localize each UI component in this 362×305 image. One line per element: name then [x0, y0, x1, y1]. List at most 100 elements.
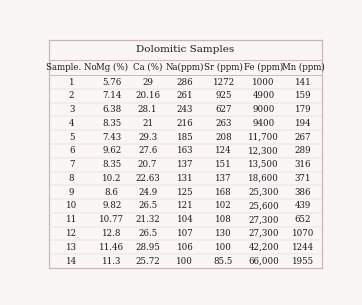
- Text: 194: 194: [295, 119, 311, 128]
- Text: Fe (ppm): Fe (ppm): [244, 63, 283, 72]
- Text: 20.16: 20.16: [135, 91, 160, 100]
- Text: 371: 371: [295, 174, 311, 183]
- Text: 10.77: 10.77: [99, 215, 124, 224]
- Text: 26.5: 26.5: [138, 229, 157, 238]
- Text: 9000: 9000: [252, 105, 275, 114]
- Text: 29: 29: [142, 77, 153, 87]
- Text: 11: 11: [66, 215, 77, 224]
- Text: 9.62: 9.62: [102, 146, 121, 155]
- Text: Sr (ppm): Sr (ppm): [204, 63, 243, 72]
- Text: Mn (ppm): Mn (ppm): [282, 63, 324, 72]
- Text: 627: 627: [215, 105, 232, 114]
- Text: 27,300: 27,300: [248, 229, 279, 238]
- Text: 439: 439: [295, 202, 311, 210]
- Text: 21: 21: [142, 119, 153, 128]
- Text: 25.72: 25.72: [135, 257, 160, 266]
- Text: 8.35: 8.35: [102, 119, 121, 128]
- Text: 12.8: 12.8: [102, 229, 122, 238]
- Text: 9400: 9400: [252, 119, 275, 128]
- Text: 106: 106: [176, 243, 193, 252]
- Text: 208: 208: [215, 133, 232, 142]
- Text: 8: 8: [69, 174, 75, 183]
- Text: 18,600: 18,600: [248, 174, 279, 183]
- Text: 289: 289: [295, 146, 311, 155]
- Text: 7: 7: [69, 160, 75, 169]
- Text: 286: 286: [177, 77, 193, 87]
- Text: 5: 5: [69, 133, 75, 142]
- Text: 1: 1: [69, 77, 75, 87]
- Text: 24.9: 24.9: [138, 188, 157, 197]
- Text: 137: 137: [215, 174, 232, 183]
- Text: 141: 141: [295, 77, 311, 87]
- Text: 267: 267: [295, 133, 311, 142]
- Text: 168: 168: [215, 188, 232, 197]
- Text: 13,500: 13,500: [248, 160, 279, 169]
- Text: 1070: 1070: [292, 229, 314, 238]
- Text: 4: 4: [69, 119, 75, 128]
- Text: 29.3: 29.3: [138, 133, 157, 142]
- Text: 8.6: 8.6: [105, 188, 119, 197]
- Text: 216: 216: [177, 119, 193, 128]
- Text: 179: 179: [295, 105, 311, 114]
- Text: 27.6: 27.6: [138, 146, 157, 155]
- Text: 66,000: 66,000: [248, 257, 279, 266]
- Text: 28.95: 28.95: [135, 243, 160, 252]
- Text: 6: 6: [69, 146, 75, 155]
- Text: 107: 107: [176, 229, 193, 238]
- Text: 25,300: 25,300: [248, 188, 279, 197]
- Text: 11.46: 11.46: [99, 243, 124, 252]
- Text: 10: 10: [66, 202, 77, 210]
- Text: 163: 163: [177, 146, 193, 155]
- Text: 6.38: 6.38: [102, 105, 121, 114]
- Text: 20.7: 20.7: [138, 160, 157, 169]
- Text: 102: 102: [215, 202, 232, 210]
- Text: 243: 243: [177, 105, 193, 114]
- Text: 386: 386: [295, 188, 311, 197]
- Text: 25,600: 25,600: [248, 202, 279, 210]
- Text: 12,300: 12,300: [248, 146, 279, 155]
- Text: 121: 121: [176, 202, 193, 210]
- Text: 137: 137: [177, 160, 193, 169]
- Text: 151: 151: [215, 160, 232, 169]
- Text: 130: 130: [215, 229, 232, 238]
- Text: Ca (%): Ca (%): [133, 63, 162, 72]
- Text: 9: 9: [69, 188, 75, 197]
- Text: 7.43: 7.43: [102, 133, 121, 142]
- Text: 27,300: 27,300: [248, 215, 279, 224]
- Text: 1955: 1955: [292, 257, 314, 266]
- Text: 100: 100: [215, 243, 232, 252]
- Text: 13: 13: [66, 243, 77, 252]
- Text: 26.5: 26.5: [138, 202, 157, 210]
- Text: 263: 263: [215, 119, 232, 128]
- Text: 8.35: 8.35: [102, 160, 121, 169]
- Text: 100: 100: [176, 257, 193, 266]
- Text: 9.82: 9.82: [102, 202, 121, 210]
- Text: 28.1: 28.1: [138, 105, 157, 114]
- Text: 652: 652: [295, 215, 311, 224]
- Text: 124: 124: [215, 146, 232, 155]
- Text: Na(ppm): Na(ppm): [165, 63, 204, 72]
- Text: 42,200: 42,200: [248, 243, 279, 252]
- Text: 104: 104: [176, 215, 193, 224]
- Text: 11.3: 11.3: [102, 257, 121, 266]
- Text: 159: 159: [295, 91, 311, 100]
- Text: 5.76: 5.76: [102, 77, 121, 87]
- Text: 125: 125: [177, 188, 193, 197]
- Text: 2: 2: [69, 91, 75, 100]
- Text: 22.63: 22.63: [135, 174, 160, 183]
- Text: 85.5: 85.5: [214, 257, 233, 266]
- Text: 3: 3: [69, 105, 74, 114]
- Text: 316: 316: [295, 160, 311, 169]
- Text: 10.2: 10.2: [102, 174, 122, 183]
- Text: 261: 261: [177, 91, 193, 100]
- Text: 7.14: 7.14: [102, 91, 121, 100]
- Text: 11,700: 11,700: [248, 133, 279, 142]
- Text: 1244: 1244: [292, 243, 314, 252]
- Text: 14: 14: [66, 257, 77, 266]
- Text: 21.32: 21.32: [135, 215, 160, 224]
- Text: 185: 185: [176, 133, 193, 142]
- Text: Sample. No: Sample. No: [46, 63, 97, 72]
- Text: 108: 108: [215, 215, 232, 224]
- Text: 131: 131: [177, 174, 193, 183]
- Text: Mg (%): Mg (%): [96, 63, 128, 72]
